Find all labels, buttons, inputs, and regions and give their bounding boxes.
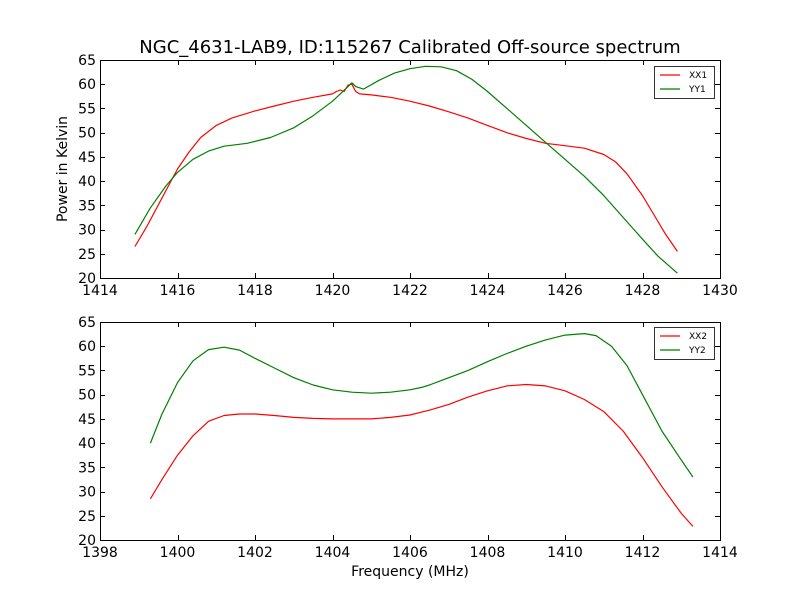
series-line-xx1 xyxy=(134,83,678,252)
y-tick-label: 55 xyxy=(78,363,96,379)
y-tick-label: 65 xyxy=(78,53,96,69)
bottom-series-lines xyxy=(149,333,694,527)
x-tick-label: 1418 xyxy=(237,283,273,299)
x-tick-label: 1398 xyxy=(82,545,118,561)
bottom-spectrum-plot: Frequency (MHz) 1398 1400 1402 1404 1406 1408… xyxy=(78,315,738,580)
top-legend: XX1 YY1 xyxy=(654,66,715,99)
y-tick-label: 30 xyxy=(78,485,96,501)
top-spectrum-plot: NGC_4631-LAB9, ID:115267 Calibrated Off-… xyxy=(55,37,738,299)
y-tick-label: 35 xyxy=(78,198,96,214)
top-plot-frame xyxy=(100,60,721,279)
y-tick-label: 20 xyxy=(78,271,96,287)
x-tick-label: 1402 xyxy=(237,545,273,561)
y-tick-label: 50 xyxy=(78,126,96,142)
x-tick-label: 1408 xyxy=(470,545,506,561)
y-tick-label: 30 xyxy=(78,223,96,239)
y-axis-label: Power in Kelvin xyxy=(55,116,71,222)
x-tick-label: 1428 xyxy=(625,283,661,299)
x-tick-label: 1422 xyxy=(392,283,428,299)
y-tick-label: 45 xyxy=(78,150,96,166)
legend-label-xx2: XX2 xyxy=(689,332,707,342)
x-tick-label: 1414 xyxy=(82,283,118,299)
x-axis-label: Frequency (MHz) xyxy=(351,564,469,580)
x-tick-label: 1414 xyxy=(702,545,738,561)
bottom-legend: XX2 YY2 xyxy=(654,327,715,360)
x-tick-label: 1430 xyxy=(702,283,738,299)
y-tick-label: 55 xyxy=(78,101,96,117)
y-tick-label: 50 xyxy=(78,388,96,404)
x-tick-label: 1426 xyxy=(547,283,583,299)
x-tick-label: 1400 xyxy=(160,545,196,561)
y-tick-label: 45 xyxy=(78,412,96,428)
series-line-yy2 xyxy=(149,333,694,478)
series-line-yy1 xyxy=(134,65,678,274)
top-legend-box xyxy=(654,66,715,99)
legend-label-xx1: XX1 xyxy=(689,71,707,81)
x-tick-label: 1410 xyxy=(547,545,583,561)
top-series-lines xyxy=(134,65,678,274)
x-tick-label: 1424 xyxy=(470,283,506,299)
bottom-legend-box xyxy=(654,327,715,360)
y-tick-label: 20 xyxy=(78,533,96,549)
y-tick-label: 40 xyxy=(78,174,96,190)
y-tick-label: 25 xyxy=(78,509,96,525)
y-tick-label: 25 xyxy=(78,247,96,263)
y-tick-label: 60 xyxy=(78,339,96,355)
x-tick-label: 1420 xyxy=(315,283,351,299)
legend-label-yy1: YY1 xyxy=(688,85,706,95)
y-tick-label: 40 xyxy=(78,436,96,452)
y-tick-label: 35 xyxy=(78,460,96,476)
x-tick-label: 1416 xyxy=(160,283,196,299)
y-tick-label: 60 xyxy=(78,77,96,93)
y-tick-label: 65 xyxy=(78,315,96,331)
series-line-xx2 xyxy=(149,383,694,527)
bottom-plot-frame xyxy=(100,322,721,541)
top-ticks: 1414 1416 1418 1420 1422 1424 1426 1428 1430 20 25… xyxy=(78,53,738,299)
x-tick-label: 1412 xyxy=(625,545,661,561)
x-tick-label: 1406 xyxy=(392,545,428,561)
legend-label-yy2: YY2 xyxy=(688,346,706,356)
bottom-ticks: 1398 1400 1402 1404 1406 1408 1410 1412 1414 20 25… xyxy=(78,315,738,561)
chart-title: NGC_4631-LAB9, ID:115267 Calibrated Off-… xyxy=(139,37,680,58)
x-tick-label: 1404 xyxy=(315,545,351,561)
